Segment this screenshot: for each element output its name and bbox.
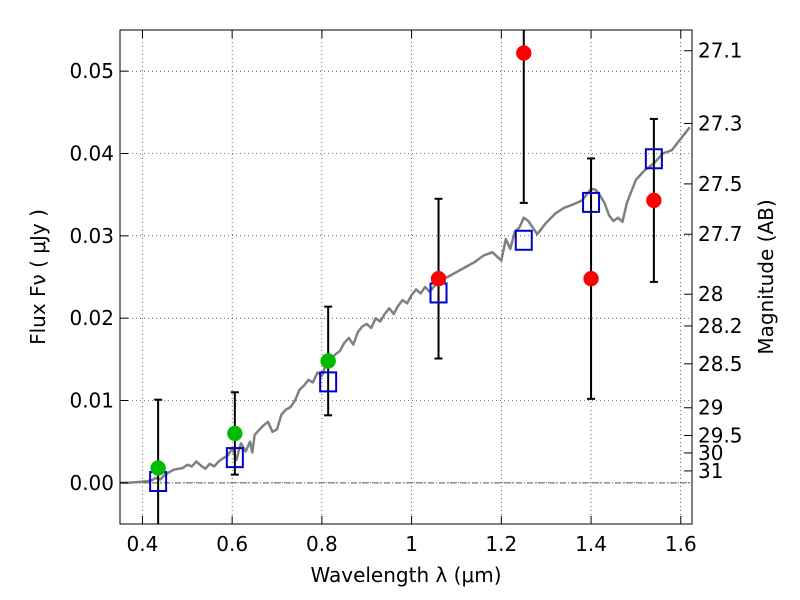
x-tick-label: 0.6 (216, 532, 248, 556)
x-tick-label: 1.2 (485, 532, 517, 556)
model-spectrum-line (120, 126, 691, 485)
y2-tick-label: 28.5 (698, 352, 743, 376)
y-tick-label: 0.01 (69, 389, 114, 413)
photometry-point (430, 270, 447, 287)
y-tick-label: 0.05 (69, 59, 114, 83)
y2-tick-label: 28 (698, 282, 723, 306)
photometry-point (516, 45, 532, 61)
x-tick-label: 0.8 (306, 532, 338, 556)
y2-tick-label: 30 (698, 441, 723, 465)
axis-ticks: 0.4 0.6 0.8 1 1.2 1.4 1.6 0.00 0.01 0.02 0.03 0.04 0… (69, 30, 743, 556)
y-tick-label: 0.00 (69, 471, 114, 495)
photometry-point (320, 353, 336, 369)
y2-tick-label: 29.5 (698, 423, 743, 447)
model-square-marker (225, 447, 244, 469)
model-spectrum (120, 126, 691, 485)
y2-tick-label: 28.2 (698, 314, 743, 338)
photometry-point (583, 270, 599, 287)
y2-tick-label: 27.1 (698, 39, 743, 63)
y2-axis-title: Magnitude (AB) (754, 199, 778, 354)
plot-frame (119, 29, 693, 525)
x-tick-label: 1.6 (665, 532, 697, 556)
error-bars (154, 30, 658, 524)
y2-tick-label: 27.5 (698, 172, 743, 196)
data-markers (149, 45, 663, 493)
photometry-point (150, 460, 166, 476)
y2-tick-label: 29 (698, 396, 723, 420)
y2-tick-label: 27.3 (698, 111, 743, 135)
x-tick-label: 0.4 (127, 532, 159, 556)
model-square-marker (644, 148, 663, 170)
photometry-point (646, 192, 662, 209)
y-axis-title: Flux Fν ( μJy ) (26, 209, 50, 345)
photometry-point (227, 425, 243, 442)
y2-tick-label: 27.7 (698, 222, 743, 246)
grid (120, 30, 692, 524)
y-tick-label: 0.02 (69, 306, 114, 330)
x-axis-title: Wavelength λ (μm) (310, 563, 501, 587)
model-square-marker (319, 371, 338, 393)
y-tick-label: 0.03 (69, 224, 114, 248)
x-tick-label: 1.4 (575, 532, 607, 556)
model-square-marker (582, 191, 601, 213)
y2-tick-label: 31 (698, 459, 723, 483)
y-tick-label: 0.04 (69, 142, 114, 166)
model-square-marker (514, 229, 533, 251)
x-tick-label: 1 (405, 532, 418, 556)
